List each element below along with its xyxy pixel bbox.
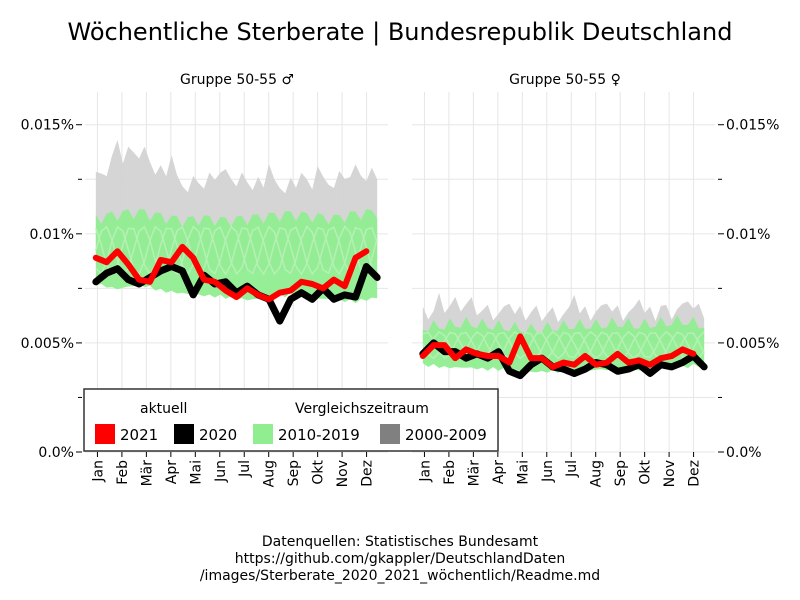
legend-box [83, 388, 499, 452]
series-line-2020 [419, 339, 708, 380]
y-tick-label: 0.01% [30, 227, 74, 243]
y-tick-label: 0.015% [726, 118, 779, 134]
panel-female: 0.0% 0.005% 0.01% 0.015% Jan Feb Mär Apr Mai Jun J… [412, 92, 779, 487]
x-tick-label: Aug [589, 460, 605, 487]
legend-label-2020: 2020 [199, 426, 237, 444]
caption-source: Datenquellen: Statistisches Bundesamt [261, 534, 539, 550]
legend-swatch-2000-2009 [380, 424, 400, 444]
panel-title-male: Gruppe 50-55 ♂ [180, 72, 294, 88]
y-tick-label: 0.0% [726, 445, 762, 461]
x-tick-label: Dez [360, 460, 376, 487]
x-tick-label: Mai [515, 460, 531, 485]
x-tick-label: Jun [213, 460, 229, 483]
x-tick-label: Nov [662, 460, 678, 487]
caption-readme-path: /images/Sterberate_2020_2021_wöchentlich… [199, 568, 601, 584]
x-tick-label: Mai [188, 460, 204, 485]
x-tick-label: Okt [311, 459, 327, 484]
legend: aktuell Vergleichszeitraum 2021 2020 201… [83, 388, 499, 452]
x-tick-label: Jul [564, 460, 580, 478]
series-line-2021 [92, 243, 370, 303]
caption-repo-url: https://github.com/gkappler/DeutschlandD… [234, 551, 566, 567]
x-tick-label: Aug [262, 460, 278, 487]
legend-label-2010-2019: 2010-2019 [278, 426, 360, 444]
x-tick-label: Nov [335, 460, 351, 487]
x-tick-label: Feb [442, 460, 458, 485]
legend-label-2000-2009: 2000-2009 [405, 426, 487, 444]
x-tick-label: Jan [90, 460, 106, 483]
band-2010-2019 [95, 208, 378, 304]
legend-group-title-comparison: Vergleichszeitraum [295, 401, 429, 417]
x-tick-label: Sep [286, 460, 302, 487]
trace-2010-2019-year [95, 225, 378, 276]
legend-swatch-2010-2019 [253, 424, 273, 444]
x-tick-label: Feb [115, 460, 131, 485]
chart-title: Wöchentliche Sterberate | Bundesrepublik… [68, 18, 733, 46]
x-tick-label: Dez [687, 460, 703, 487]
series-line-2021 [419, 333, 697, 370]
trace-2010-2019-year [422, 330, 705, 359]
x-tick-label: Jul [237, 460, 253, 478]
x-tick-label: Jan [417, 460, 433, 483]
trace-2010-2019-year [422, 331, 705, 360]
panel-title-female: Gruppe 50-55 ♀ [509, 72, 621, 88]
x-tick-label: Mär [139, 460, 155, 487]
legend-swatch-2020 [174, 424, 194, 444]
trace-2010-2019-year [95, 225, 378, 276]
legend-group-title-current: aktuell [140, 401, 187, 417]
x-tick-label: Mär [466, 460, 482, 487]
trace-2010-2019-year [95, 226, 378, 276]
y-tick-label: 0.0% [38, 445, 74, 461]
legend-swatch-2021 [95, 424, 115, 444]
x-tick-label: Apr [164, 460, 180, 484]
x-tick-label: Jun [540, 460, 556, 483]
y-tick-label: 0.005% [21, 336, 74, 352]
x-tick-label: Okt [638, 459, 654, 484]
legend-label-2021: 2021 [120, 426, 158, 444]
panel-male: 0.0% 0.005% 0.01% 0.015% Jan Feb Mär Apr Mai Jun J… [21, 92, 388, 487]
y-tick-label: 0.01% [726, 227, 770, 243]
y-tick-label: 0.005% [726, 336, 779, 352]
x-tick-label: Sep [613, 460, 629, 487]
y-tick-label: 0.015% [21, 118, 74, 134]
x-tick-label: Apr [491, 460, 507, 484]
